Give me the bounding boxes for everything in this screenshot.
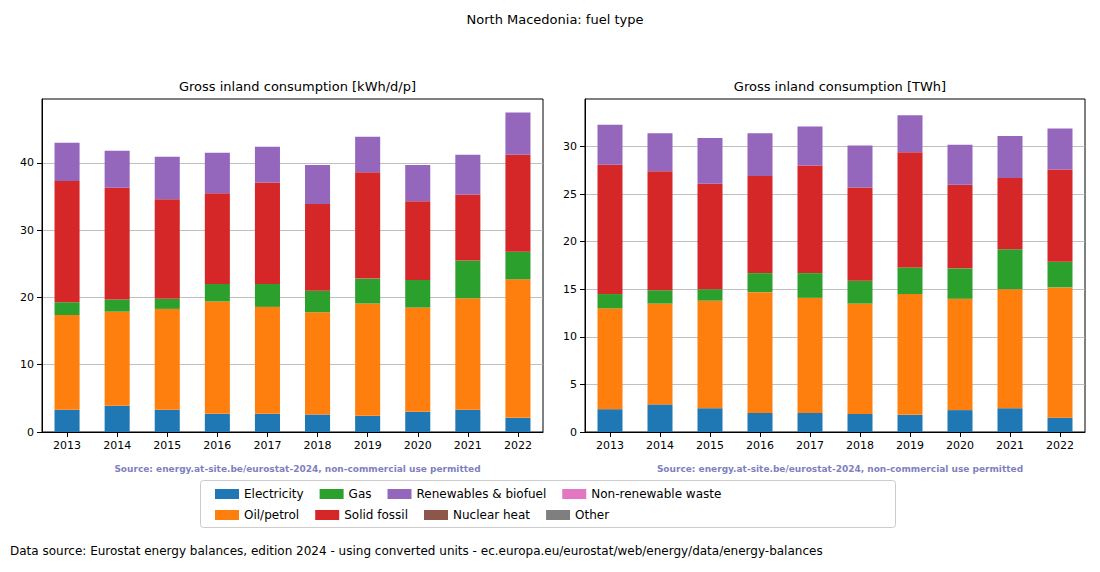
svg-text:Nuclear heat: Nuclear heat [453, 508, 530, 522]
svg-text:30: 30 [563, 140, 577, 153]
svg-text:2019: 2019 [354, 439, 382, 452]
svg-text:2017: 2017 [796, 439, 824, 452]
svg-text:2021: 2021 [454, 439, 482, 452]
svg-text:2014: 2014 [103, 439, 131, 452]
svg-text:2015: 2015 [696, 439, 724, 452]
svg-text:Other: Other [575, 508, 609, 522]
svg-text:2016: 2016 [203, 439, 231, 452]
svg-text:Solid fossil: Solid fossil [344, 508, 408, 522]
svg-text:2018: 2018 [846, 439, 874, 452]
svg-text:North Macedonia: fuel type: North Macedonia: fuel type [467, 12, 644, 27]
svg-text:40: 40 [20, 156, 34, 169]
svg-text:2014: 2014 [646, 439, 674, 452]
svg-text:30: 30 [20, 224, 34, 237]
svg-text:Renewables & biofuel: Renewables & biofuel [417, 487, 547, 501]
svg-text:5: 5 [570, 378, 577, 391]
svg-text:Gross inland consumption [TWh]: Gross inland consumption [TWh] [734, 79, 946, 94]
svg-text:10: 10 [20, 358, 34, 371]
svg-text:2016: 2016 [746, 439, 774, 452]
svg-text:20: 20 [563, 235, 577, 248]
svg-text:Gross inland consumption [kWh/: Gross inland consumption [kWh/d/p] [179, 79, 416, 94]
svg-text:2013: 2013 [53, 439, 81, 452]
svg-text:Oil/petrol: Oil/petrol [244, 508, 299, 522]
svg-text:2020: 2020 [946, 439, 974, 452]
svg-text:Non-renewable waste: Non-renewable waste [591, 487, 721, 501]
svg-text:15: 15 [563, 283, 577, 296]
svg-text:2018: 2018 [304, 439, 332, 452]
svg-text:Source: energy.at-site.be/euro: Source: energy.at-site.be/eurostat-2024,… [657, 464, 1023, 474]
svg-text:Gas: Gas [349, 487, 372, 501]
svg-text:25: 25 [563, 188, 577, 201]
svg-text:2019: 2019 [896, 439, 924, 452]
svg-text:2021: 2021 [996, 439, 1024, 452]
svg-text:0: 0 [27, 426, 34, 439]
svg-text:Source: energy.at-site.be/euro: Source: energy.at-site.be/eurostat-2024,… [114, 464, 480, 474]
svg-text:2022: 2022 [1046, 439, 1074, 452]
svg-text:2022: 2022 [504, 439, 532, 452]
svg-text:2020: 2020 [404, 439, 432, 452]
svg-text:10: 10 [563, 330, 577, 343]
svg-text:2017: 2017 [253, 439, 281, 452]
svg-text:2013: 2013 [596, 439, 624, 452]
svg-text:0: 0 [570, 426, 577, 439]
svg-text:Electricity: Electricity [244, 487, 304, 501]
svg-text:Data source: Eurostat energy b: Data source: Eurostat energy balances, e… [10, 544, 823, 558]
svg-text:20: 20 [20, 291, 34, 304]
svg-text:2015: 2015 [153, 439, 181, 452]
